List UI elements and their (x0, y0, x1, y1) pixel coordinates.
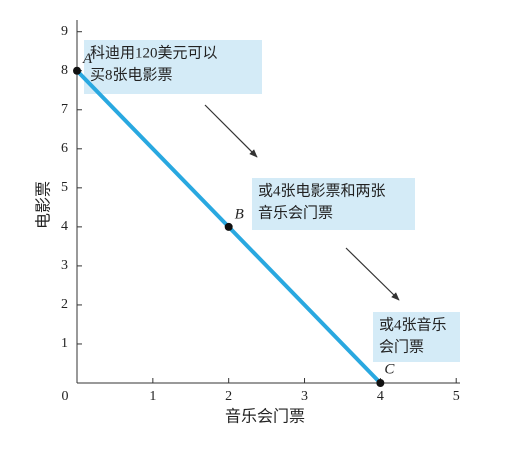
arrow (204, 104, 258, 158)
y-tick-label: 4 (61, 219, 68, 234)
x-tick-label: 5 (453, 389, 460, 404)
x-tick-label: 1 (149, 389, 156, 404)
y-tick-label: 8 (61, 63, 68, 78)
annotation-text: 音乐会门票 (258, 204, 333, 221)
y-tick-label: 2 (61, 297, 68, 312)
annotation-text: 或4张音乐 (379, 316, 447, 333)
annotation-text: 会门票 (379, 338, 424, 355)
annotation-box (84, 40, 262, 94)
y-tick-label: 9 (61, 24, 68, 39)
annotation-text: 或4张电影票和两张 (258, 182, 386, 199)
point (224, 222, 233, 231)
point-label: B (235, 206, 244, 222)
point-label: C (384, 361, 395, 377)
point (376, 379, 385, 387)
annotation-box (373, 312, 460, 362)
y-tick-label: 6 (61, 141, 68, 156)
x-tick-label: 3 (301, 389, 308, 404)
x-tick-label: 2 (225, 389, 232, 404)
y-tick-label: 7 (61, 102, 68, 117)
point-label: A (82, 51, 93, 67)
annotation-text: 科迪用120美元可以 (90, 44, 218, 61)
y-tick-label: 1 (61, 336, 68, 351)
y-tick-label: 3 (61, 258, 68, 273)
point (73, 66, 81, 75)
y-axis-label: 电影票 (35, 181, 53, 229)
x-axis-label: 音乐会门票 (225, 408, 305, 426)
arrow (345, 247, 400, 301)
annotation-box (252, 178, 415, 230)
x-tick-label: 0 (62, 389, 69, 404)
x-tick-label: 4 (377, 389, 384, 404)
annotation-text: 买8张电影票 (90, 66, 173, 83)
y-tick-label: 5 (61, 180, 68, 195)
